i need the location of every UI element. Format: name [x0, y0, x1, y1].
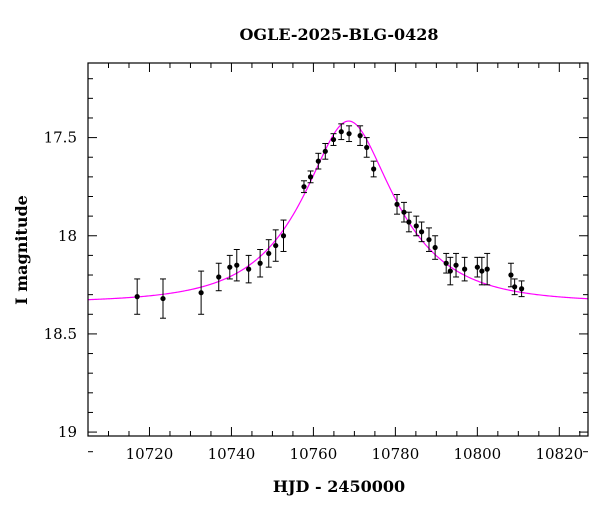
data-point	[300, 180, 307, 194]
data-point	[233, 249, 240, 282]
data-point	[484, 252, 491, 286]
data-point	[478, 256, 485, 286]
data-point	[257, 249, 264, 278]
data-marker	[406, 219, 412, 225]
data-marker	[160, 295, 166, 302]
data-point	[418, 221, 425, 243]
data-point	[198, 270, 205, 315]
data-point	[363, 137, 370, 158]
data-marker	[330, 136, 337, 143]
data-marker	[266, 250, 272, 257]
x-tick-labels: 10720 10740 10760 10780 10800 10820	[126, 445, 584, 463]
data-marker	[227, 264, 233, 270]
data-point	[307, 170, 314, 184]
data-point	[511, 278, 518, 296]
data-marker	[453, 262, 459, 268]
data-marker	[479, 268, 485, 274]
x-axis-label: HJD - 2450000	[273, 477, 405, 496]
data-marker	[273, 242, 279, 249]
data-marker	[364, 144, 370, 151]
data-marker	[257, 260, 263, 266]
data-point	[215, 262, 222, 292]
data-point	[160, 278, 166, 319]
data-marker	[519, 286, 525, 292]
chart-title: OGLE-2025-BLG-0428	[239, 25, 438, 44]
data-marker	[322, 148, 328, 154]
data-marker	[401, 209, 407, 215]
data-point	[400, 201, 407, 223]
data-points	[134, 123, 525, 319]
data-point	[425, 227, 432, 252]
model-curve-line	[88, 120, 588, 301]
data-point	[394, 194, 401, 215]
data-point	[443, 252, 450, 274]
data-point	[370, 160, 377, 178]
data-marker	[357, 133, 363, 139]
data-marker	[419, 229, 425, 235]
data-point	[453, 252, 460, 278]
axis-ticks	[87, 63, 588, 453]
y-tick-label: 18.5	[44, 325, 77, 343]
data-point	[245, 254, 252, 284]
data-marker	[443, 260, 449, 266]
data-marker	[462, 266, 468, 272]
data-point	[338, 123, 345, 141]
x-tick-label: 10820	[535, 445, 583, 463]
data-marker	[198, 290, 204, 296]
plot-frame	[87, 62, 589, 437]
data-marker	[246, 266, 252, 272]
x-tick-label: 10720	[126, 445, 174, 463]
data-point	[405, 211, 412, 233]
data-point	[474, 256, 481, 278]
data-marker	[315, 158, 321, 164]
x-tick-label: 10800	[453, 445, 501, 463]
data-point	[272, 229, 279, 262]
data-point	[330, 133, 337, 146]
data-point	[280, 219, 287, 252]
y-tick-labels: 17.5 18 18.5 19	[44, 129, 77, 441]
data-marker	[426, 237, 432, 243]
data-point	[134, 278, 141, 315]
data-point	[226, 254, 233, 280]
data-marker	[134, 294, 140, 300]
x-tick-label: 10760	[290, 445, 338, 463]
data-point	[315, 152, 322, 170]
data-marker	[413, 223, 419, 229]
data-marker	[234, 262, 240, 268]
data-marker	[432, 244, 438, 251]
data-point	[322, 142, 329, 160]
data-marker	[301, 184, 307, 190]
data-marker	[371, 166, 377, 172]
data-marker	[280, 233, 287, 239]
model-curve	[88, 120, 588, 301]
x-tick-label: 10740	[208, 445, 256, 463]
data-marker	[394, 201, 400, 207]
data-point	[461, 256, 468, 282]
data-point	[346, 125, 353, 143]
data-point	[357, 125, 364, 146]
data-point	[413, 215, 420, 237]
data-marker	[508, 272, 514, 278]
data-point	[447, 256, 454, 286]
x-tick-label: 10780	[372, 445, 420, 463]
y-tick-label: 19	[58, 423, 77, 441]
data-marker	[474, 264, 480, 270]
data-marker	[447, 268, 453, 274]
y-axis-label: I magnitude	[12, 195, 31, 305]
y-tick-label: 18	[58, 227, 77, 245]
data-marker	[216, 274, 222, 280]
data-point	[518, 280, 525, 298]
y-tick-label: 17.5	[44, 129, 77, 147]
data-marker	[346, 131, 352, 137]
data-marker	[512, 284, 518, 290]
data-marker	[484, 266, 490, 272]
data-point	[432, 235, 439, 260]
data-point	[265, 239, 272, 268]
data-marker	[338, 129, 344, 135]
data-point	[507, 262, 514, 288]
data-marker	[307, 174, 314, 180]
